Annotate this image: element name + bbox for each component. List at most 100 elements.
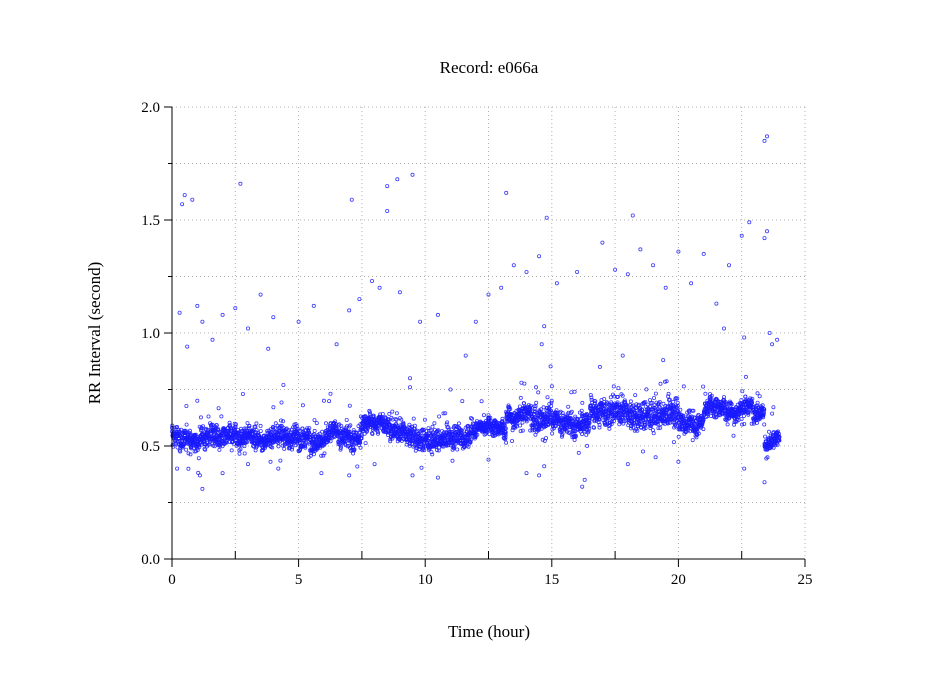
data-point: [528, 407, 533, 412]
data-point: [658, 425, 663, 430]
data-point: [534, 385, 539, 390]
data-point: [282, 446, 287, 451]
x-tick-label: 20: [671, 572, 686, 588]
data-point: [657, 404, 662, 409]
data-point: [585, 443, 590, 448]
data-point: [643, 399, 648, 404]
data-point: [219, 414, 224, 419]
data-point: [486, 457, 491, 462]
data-point: [653, 391, 658, 396]
data-point: [227, 420, 232, 425]
data-point: [197, 473, 202, 478]
data-point: [740, 389, 745, 394]
data-point: [216, 427, 221, 432]
data-point: [428, 428, 433, 433]
data-point: [347, 308, 352, 313]
data-point: [238, 181, 243, 186]
data-point: [762, 138, 767, 143]
data-point: [544, 436, 549, 441]
data-point: [504, 190, 509, 195]
data-point: [767, 429, 772, 434]
data-point: [186, 466, 191, 471]
data-point: [238, 447, 243, 452]
data-point: [228, 422, 233, 427]
data-point: [762, 407, 767, 412]
data-point: [184, 447, 189, 452]
data-point: [549, 400, 554, 405]
data-point: [403, 427, 408, 432]
data-point: [295, 441, 300, 446]
data-point: [481, 413, 486, 418]
y-axis-label: RR Interval (second): [85, 262, 104, 405]
data-point: [290, 445, 295, 450]
data-point: [229, 428, 234, 433]
data-point: [260, 448, 265, 453]
data-point: [214, 423, 219, 428]
data-point: [385, 184, 390, 189]
data-point: [385, 432, 390, 437]
data-point: [724, 400, 729, 405]
data-point: [776, 429, 781, 434]
data-point: [245, 440, 250, 445]
data-point: [762, 410, 767, 415]
data-point: [539, 342, 544, 347]
data-point: [347, 473, 352, 478]
x-tick-label: 10: [418, 572, 433, 588]
data-point: [508, 406, 513, 411]
data-point: [676, 434, 681, 439]
data-point: [435, 475, 440, 480]
data-point: [210, 337, 215, 342]
data-point: [437, 414, 442, 419]
data-point: [591, 425, 596, 430]
data-point: [465, 425, 470, 430]
data-point: [675, 403, 680, 408]
data-point: [300, 403, 305, 408]
data-point: [200, 486, 205, 491]
data-point: [407, 376, 412, 381]
data-point: [640, 407, 645, 412]
data-point: [763, 434, 768, 439]
y-axis-ticks: 0.0 0.5 1.0 1.5 2.0: [141, 100, 172, 568]
data-point: [281, 382, 286, 387]
data-point: [307, 426, 312, 431]
data-point: [701, 417, 706, 422]
data-point: [648, 426, 653, 431]
data-point: [349, 197, 354, 202]
data-point: [678, 407, 683, 412]
data-point: [279, 400, 284, 405]
data-point: [609, 421, 614, 426]
data-point: [397, 290, 402, 295]
data-point: [742, 421, 747, 426]
data-point: [638, 247, 643, 252]
data-point: [634, 411, 639, 416]
data-point: [569, 390, 574, 395]
data-point: [182, 193, 187, 198]
data-point: [195, 398, 200, 403]
data-point: [322, 451, 327, 456]
data-point: [217, 447, 222, 452]
data-point: [729, 402, 734, 407]
data-point: [393, 416, 398, 421]
data-point: [548, 364, 553, 369]
data-point: [338, 445, 343, 450]
data-point: [630, 213, 635, 218]
data-point: [370, 431, 375, 436]
data-point: [182, 442, 187, 447]
data-point: [479, 399, 484, 404]
data-point: [701, 251, 706, 256]
data-point: [519, 380, 524, 385]
data-point: [388, 439, 393, 444]
data-point: [600, 240, 605, 245]
data-point: [294, 423, 299, 428]
data-point: [311, 303, 316, 308]
data-point: [651, 263, 656, 268]
data-point: [550, 413, 555, 418]
data-point: [311, 452, 316, 457]
data-point: [258, 292, 263, 297]
data-point: [641, 449, 646, 454]
data-point: [511, 263, 516, 268]
data-point: [701, 384, 706, 389]
data-point: [608, 395, 613, 400]
data-point: [289, 447, 294, 452]
data-point: [622, 398, 627, 403]
